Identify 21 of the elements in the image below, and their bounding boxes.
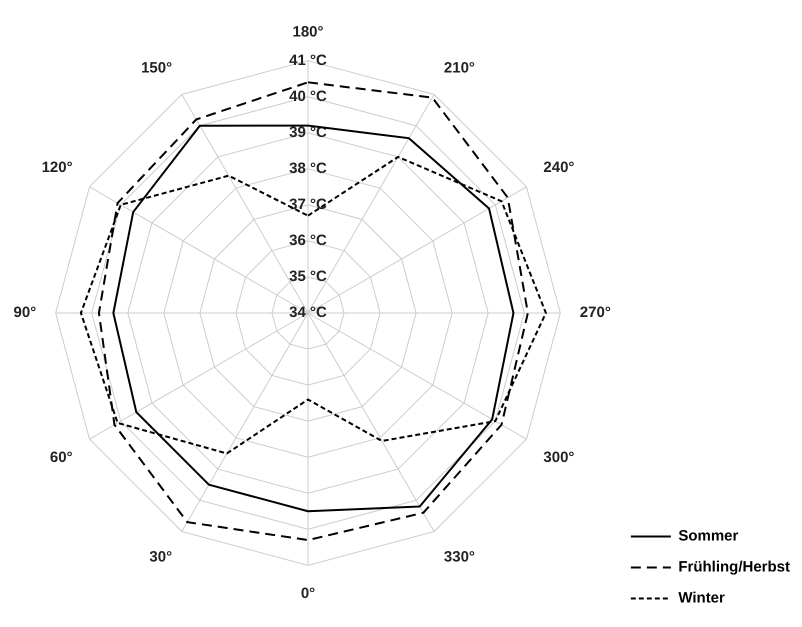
spoke-label: 90° <box>14 304 36 322</box>
spoke-label: 330° <box>444 548 475 566</box>
y-tick-label: 41 °C <box>289 52 328 69</box>
spoke-label: 0° <box>300 584 316 602</box>
y-tick-label: 34 °C <box>289 304 328 322</box>
spoke-label: 240° <box>543 159 574 176</box>
spoke-label: 150° <box>141 60 172 77</box>
spoke-label: 270° <box>580 304 611 322</box>
y-tick-label: 38 °C <box>289 160 328 177</box>
legend-label: Sommer <box>678 528 739 545</box>
spoke-label: 30° <box>149 548 172 566</box>
spoke-label: 210° <box>444 60 475 77</box>
legend-label: Frühling/Herbst <box>678 558 790 576</box>
y-tick-label: 40 °C <box>289 88 328 105</box>
spoke-label: 60° <box>50 449 73 466</box>
legend-label: Winter <box>678 590 726 607</box>
y-tick-label: 35 °C <box>289 268 328 286</box>
spoke-label: 120° <box>42 159 73 176</box>
y-tick-label: 36 °C <box>289 232 328 250</box>
spoke-label: 300° <box>543 449 574 466</box>
spoke-label: 180° <box>292 23 324 40</box>
